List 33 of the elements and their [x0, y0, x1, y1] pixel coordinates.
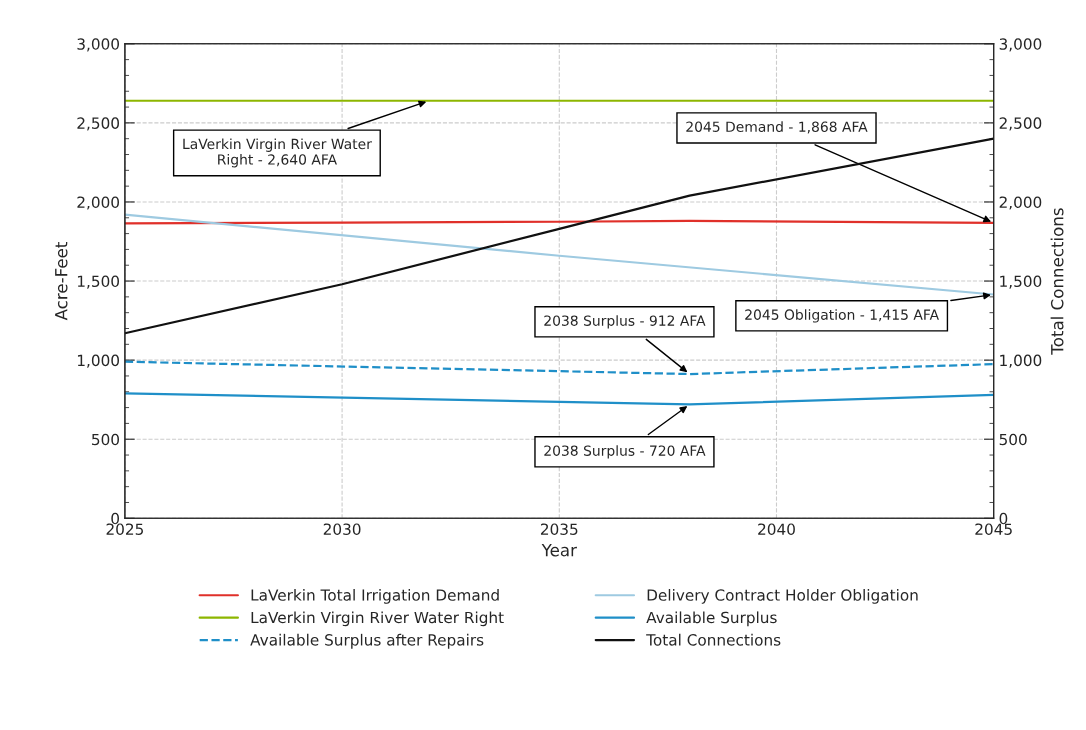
- y2-tick-label: 2,000: [999, 196, 1042, 210]
- y2-tick-label: 1,000: [1000, 354, 1042, 368]
- y-axis-title: Acre-Feet: [55, 242, 68, 321]
- x-tick-label: 2025: [106, 523, 143, 535]
- y-tick-label: 2,000: [77, 196, 120, 210]
- x-tick-label: 2030: [323, 523, 361, 535]
- x-tick-label: 2040: [758, 523, 795, 535]
- legend-label: Available Surplus: [646, 611, 777, 627]
- y-tick-label: 1,500: [77, 275, 120, 289]
- legend-label: LaVerkin Total Irrigation Demand: [251, 588, 499, 604]
- y2-axis-title: Total Connections: [1050, 208, 1064, 355]
- y2-tick-label: 500: [999, 433, 1027, 446]
- x-tick-label: 2035: [540, 523, 578, 535]
- y-tick-label: 3,000: [77, 38, 120, 52]
- annotation: LaVerkin Virgin River Water Right - 2,640 AFA: [183, 138, 372, 168]
- legend-label: Delivery Contract Holder Obligation: [647, 588, 918, 604]
- x-axis-title: Year: [541, 544, 577, 557]
- annotation: 2038 Surplus - 912 AFA: [544, 315, 706, 329]
- legend-label: LaVerkin Virgin River Water Right: [251, 611, 504, 627]
- x-tick-label: 2045: [975, 523, 1012, 535]
- y2-tick-label: 1,500: [1000, 275, 1042, 289]
- legend-label: Available Surplus after Repairs: [250, 633, 484, 649]
- y-tick-label: 2,500: [77, 117, 120, 131]
- annotation: 2038 Surplus - 720 AFA: [544, 445, 706, 459]
- annotation: 2045 Demand - 1,868 AFA: [686, 121, 868, 134]
- y2-tick-label: 0: [999, 512, 1008, 525]
- y-tick-label: 1,000: [77, 354, 120, 368]
- line-series: [124, 137, 994, 335]
- y2-tick-label: 2,500: [999, 117, 1042, 131]
- legend-label: Total Connections: [646, 633, 781, 646]
- y2-tick-label: 3,000: [999, 38, 1042, 52]
- y-tick-label: 500: [92, 433, 120, 446]
- annotation: 2045 Obligation - 1,415 AFA: [745, 309, 939, 323]
